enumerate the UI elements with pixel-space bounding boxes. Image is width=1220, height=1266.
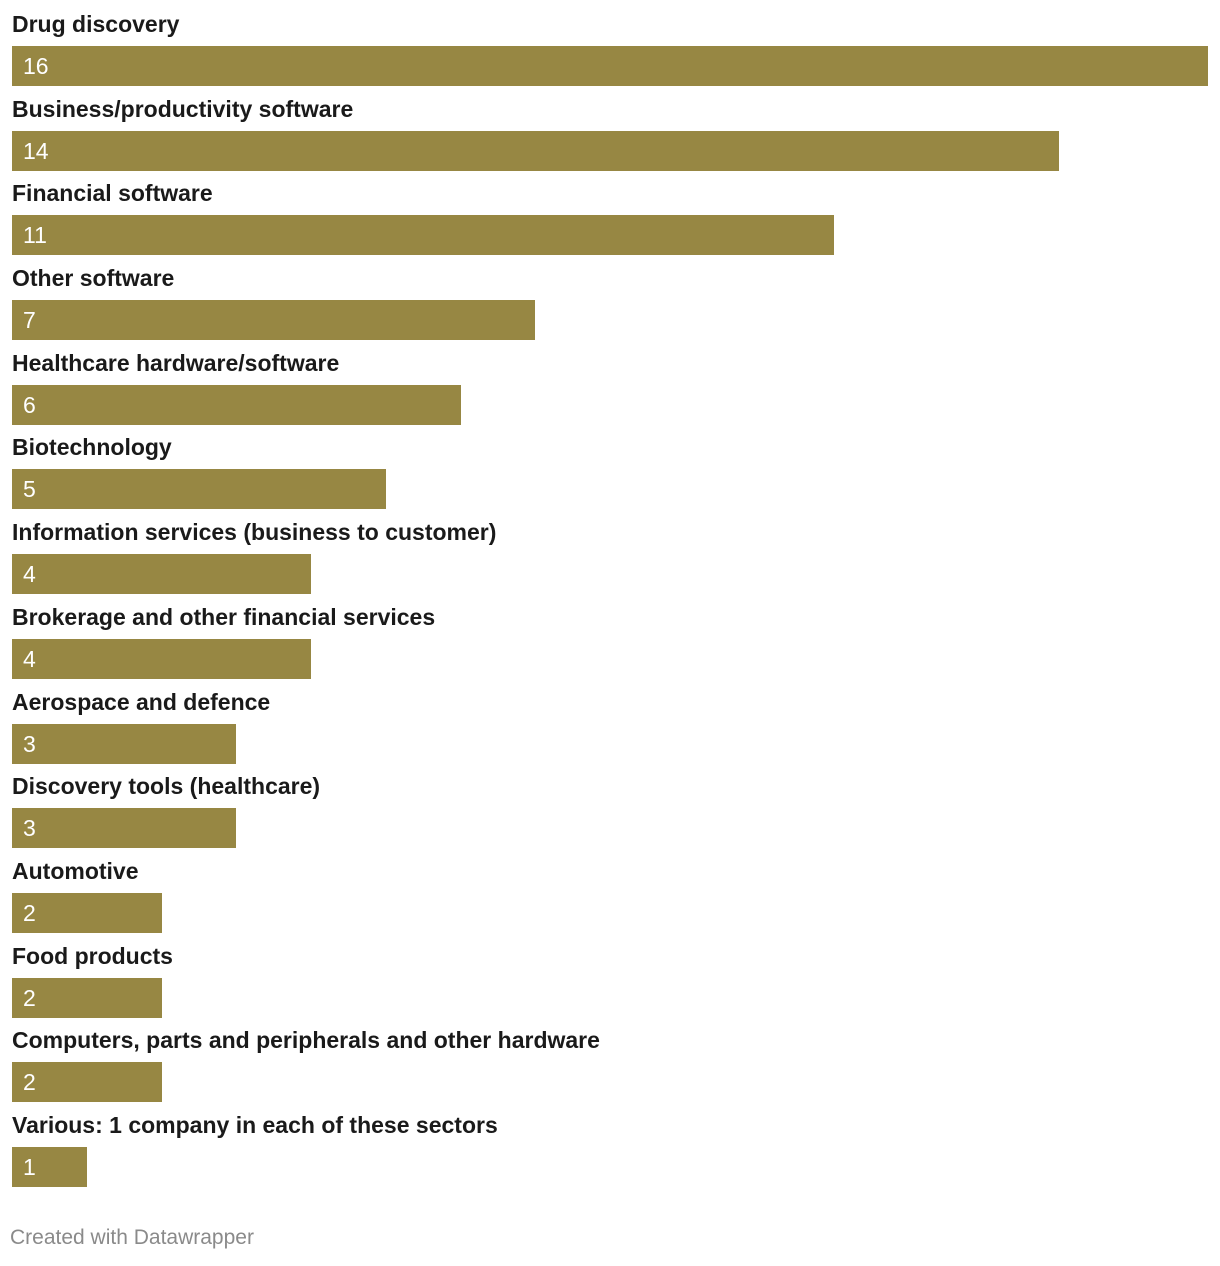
bar[interactable]: 7 (12, 300, 536, 341)
category-label: Business/productivity software (12, 95, 354, 122)
category-label: Food products (12, 942, 173, 969)
bar-row: Computers, parts and peripherals and oth… (12, 1024, 1208, 1109)
bar-value-label: 14 (23, 137, 49, 164)
bar-row: Financial software 11 (12, 177, 1208, 262)
category-label: Financial software (12, 180, 213, 207)
category-label: Biotechnology (12, 434, 172, 461)
bar-row: Information services (business to custom… (12, 516, 1208, 601)
bar-value-label: 6 (23, 391, 36, 418)
bar-chart: Drug discovery 16 Business/productivity so… (12, 8, 1208, 1194)
bar-row: Brokerage and other financial services 4 (12, 601, 1208, 686)
bar[interactable]: 3 (12, 808, 237, 849)
bar-value-label: 5 (23, 476, 36, 503)
bar-value-label: 7 (23, 307, 36, 334)
bar-value-label: 4 (23, 561, 36, 588)
bar[interactable]: 16 (12, 46, 1208, 86)
bar-row: Other software 7 (12, 262, 1208, 347)
bar-row: Food products 2 (12, 940, 1208, 1025)
bar[interactable]: 1 (12, 1146, 87, 1187)
bar[interactable]: 2 (12, 977, 162, 1018)
bar-value-label: 2 (23, 1069, 36, 1096)
bar[interactable]: 5 (12, 469, 386, 510)
bar[interactable]: 6 (12, 384, 461, 425)
category-label: Information services (business to custom… (12, 519, 497, 546)
bar[interactable]: 2 (12, 1062, 162, 1103)
category-label: Healthcare hardware/software (12, 349, 340, 376)
bar[interactable]: 4 (12, 554, 311, 595)
datawrapper-credit[interactable]: Created with Datawrapper (10, 1226, 254, 1249)
bar-row: Business/productivity software 14 (12, 93, 1208, 178)
bar-value-label: 11 (23, 222, 47, 249)
bar[interactable]: 4 (12, 638, 311, 679)
bar-row: Healthcare hardware/software 6 (12, 347, 1208, 432)
category-label: Various: 1 company in each of these sect… (12, 1111, 498, 1138)
bar-row: Automotive 2 (12, 855, 1208, 940)
bar-value-label: 2 (23, 899, 36, 926)
category-label: Other software (12, 265, 175, 292)
bar-value-label: 3 (23, 815, 36, 842)
category-label: Aerospace and defence (12, 688, 271, 715)
bar-value-label: 16 (23, 53, 49, 79)
bar[interactable]: 14 (12, 130, 1059, 171)
bar-row: Various: 1 company in each of these sect… (12, 1109, 1208, 1194)
category-label: Automotive (12, 857, 139, 884)
bar-row: Biotechnology 5 (12, 431, 1208, 516)
bar-row: Discovery tools (healthcare) 3 (12, 770, 1208, 855)
bar[interactable]: 11 (12, 215, 835, 256)
bar[interactable]: 2 (12, 892, 162, 933)
category-label: Computers, parts and peripherals and oth… (12, 1027, 600, 1054)
category-label: Drug discovery (12, 11, 180, 37)
bar-value-label: 1 (23, 1153, 36, 1180)
category-label: Discovery tools (healthcare) (12, 773, 321, 800)
bar-value-label: 4 (23, 645, 36, 672)
bar-value-label: 3 (23, 730, 36, 757)
bar-row: Drug discovery 16 (12, 8, 1208, 93)
category-label: Brokerage and other financial services (12, 603, 436, 630)
bar[interactable]: 3 (12, 723, 237, 764)
bar-value-label: 2 (23, 984, 36, 1011)
bar-row: Aerospace and defence 3 (12, 686, 1208, 771)
